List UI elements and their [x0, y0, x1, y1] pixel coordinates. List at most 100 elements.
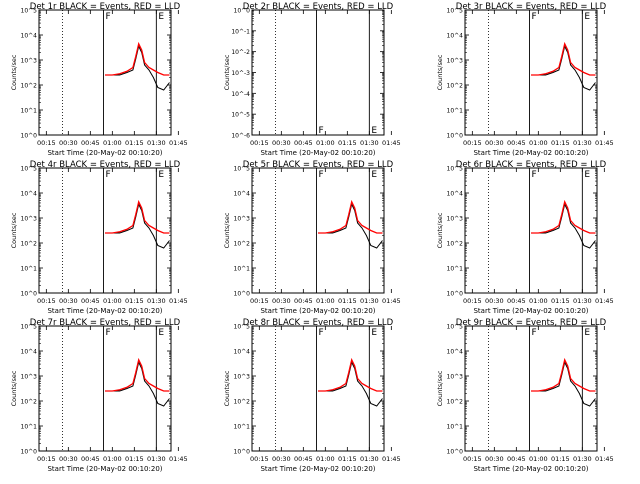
x-tick-label: 00:30	[272, 297, 291, 305]
x-tick-label: 01:15	[551, 139, 570, 147]
x-tick-label: 01:00	[316, 139, 335, 147]
y-tick-label: 10^0	[234, 8, 251, 15]
detector-plot: Det 1r BLACK = Events, RED = LLD Counts/s…	[10, 2, 188, 157]
series-line-red	[318, 199, 383, 234]
plot-frame	[251, 167, 385, 294]
y-tick-label: 10^0	[21, 449, 38, 456]
x-tick-label: 01:15	[338, 297, 357, 305]
x-tick-label: 00:45	[294, 139, 313, 147]
x-tick-label: 00:30	[59, 455, 78, 463]
x-tick-label: 01:45	[595, 297, 614, 305]
plot-title: Det 1r BLACK = Events, RED = LLD	[30, 2, 181, 12]
time-marker-label: E	[584, 328, 590, 338]
x-tick-label: 01:00	[529, 297, 548, 305]
y-tick-label: 10^1	[447, 424, 464, 431]
y-tick-label: 10^2	[234, 241, 251, 248]
y-tick-label: 10^3	[447, 216, 464, 223]
series-line-red	[531, 357, 596, 392]
x-tick-label: 00:45	[294, 455, 313, 463]
plot-frame	[251, 325, 385, 452]
y-tick-label: 10^5	[447, 8, 464, 15]
x-tick-label: 00:15	[250, 139, 269, 147]
y-tick-label: 10^5	[447, 166, 464, 173]
y-tick-label: 10^4	[447, 191, 464, 198]
x-tick-label: 01:45	[382, 139, 401, 147]
x-tick-label: 00:15	[463, 455, 482, 463]
y-tick-label: 10^3	[21, 374, 38, 381]
x-tick-label: 00:45	[507, 297, 526, 305]
y-tick-label: 10^1	[234, 424, 251, 431]
plot-title: Det 3r BLACK = Events, RED = LLD	[456, 2, 607, 12]
series-line-red	[105, 41, 170, 76]
x-tick-label: 01:15	[338, 455, 357, 463]
x-tick-label: 01:30	[573, 139, 592, 147]
y-tick-label: 10^4	[447, 349, 464, 356]
x-tick-label: 00:15	[250, 455, 269, 463]
time-marker-label: E	[371, 170, 377, 180]
y-axis-label: Counts/sec	[223, 212, 231, 248]
x-axis-label: Start Time (20-May-02 00:10:20)	[47, 307, 162, 315]
plot-title: Det 2r BLACK = Events, RED = LLD	[243, 2, 394, 12]
plot-frame	[38, 325, 172, 452]
plot-frame	[38, 9, 172, 136]
y-tick-label: 10^1	[21, 424, 38, 431]
x-tick-label: 01:15	[338, 139, 357, 147]
x-tick-label: 00:15	[463, 139, 482, 147]
x-tick-label: 00:30	[272, 455, 291, 463]
time-marker-label: F	[106, 328, 111, 338]
y-tick-label: 10^-1	[231, 28, 250, 35]
y-axis-label: Counts/sec	[223, 54, 231, 90]
x-tick-label: 00:15	[463, 297, 482, 305]
x-axis-label: Start Time (20-May-02 00:10:20)	[473, 307, 588, 315]
y-tick-label: 10^2	[447, 83, 464, 90]
x-axis-label: Start Time (20-May-02 00:10:20)	[473, 465, 588, 473]
time-marker-label: F	[532, 170, 537, 180]
y-tick-label: 10^0	[447, 291, 464, 298]
x-tick-label: 01:45	[382, 297, 401, 305]
y-tick-label: 10^1	[447, 266, 464, 273]
x-tick-label: 01:15	[125, 139, 144, 147]
x-tick-label: 00:45	[81, 455, 100, 463]
y-tick-label: 10^3	[447, 374, 464, 381]
x-tick-label: 01:00	[316, 455, 335, 463]
y-tick-label: 10^3	[447, 58, 464, 65]
x-tick-label: 00:30	[485, 297, 504, 305]
detector-plot: Det 8r BLACK = Events, RED = LLD Counts/s…	[223, 318, 401, 473]
x-tick-label: 00:45	[81, 139, 100, 147]
plot-title: Det 4r BLACK = Events, RED = LLD	[30, 160, 181, 170]
x-tick-label: 00:30	[485, 139, 504, 147]
y-tick-label: 10^5	[234, 166, 251, 173]
detector-plot: Det 6r BLACK = Events, RED = LLD Counts/s…	[436, 160, 614, 315]
y-axis-label: Counts/sec	[436, 54, 444, 90]
y-tick-label: 10^2	[447, 241, 464, 248]
plot-frame	[464, 167, 598, 294]
detector-plot: Det 5r BLACK = Events, RED = LLD Counts/s…	[223, 160, 401, 315]
y-tick-label: 10^3	[234, 216, 251, 223]
series-line-black	[531, 44, 596, 91]
y-tick-label: 10^-4	[231, 91, 250, 98]
y-tick-label: 10^3	[21, 216, 38, 223]
y-axis-label: Counts/sec	[10, 54, 18, 90]
x-tick-label: 01:00	[103, 297, 122, 305]
x-tick-label: 01:30	[360, 139, 379, 147]
x-tick-label: 01:00	[316, 297, 335, 305]
x-tick-label: 01:00	[529, 139, 548, 147]
y-tick-label: 10^-3	[231, 70, 250, 77]
detector-plot: Det 9r BLACK = Events, RED = LLD Counts/s…	[436, 318, 614, 473]
y-tick-label: 10^1	[234, 266, 251, 273]
y-tick-label: 10^1	[21, 108, 38, 115]
y-tick-label: 10^4	[234, 191, 251, 198]
y-tick-label: 10^0	[447, 449, 464, 456]
x-tick-label: 00:15	[37, 139, 56, 147]
plot-frame	[38, 167, 172, 294]
x-tick-label: 00:45	[81, 297, 100, 305]
x-tick-label: 01:45	[595, 455, 614, 463]
x-tick-label: 01:30	[360, 297, 379, 305]
x-tick-label: 01:00	[103, 455, 122, 463]
x-tick-label: 01:45	[169, 455, 188, 463]
x-tick-label: 01:45	[595, 139, 614, 147]
x-tick-label: 01:30	[147, 139, 166, 147]
x-axis-label: Start Time (20-May-02 00:10:20)	[47, 465, 162, 473]
x-tick-label: 00:15	[37, 455, 56, 463]
